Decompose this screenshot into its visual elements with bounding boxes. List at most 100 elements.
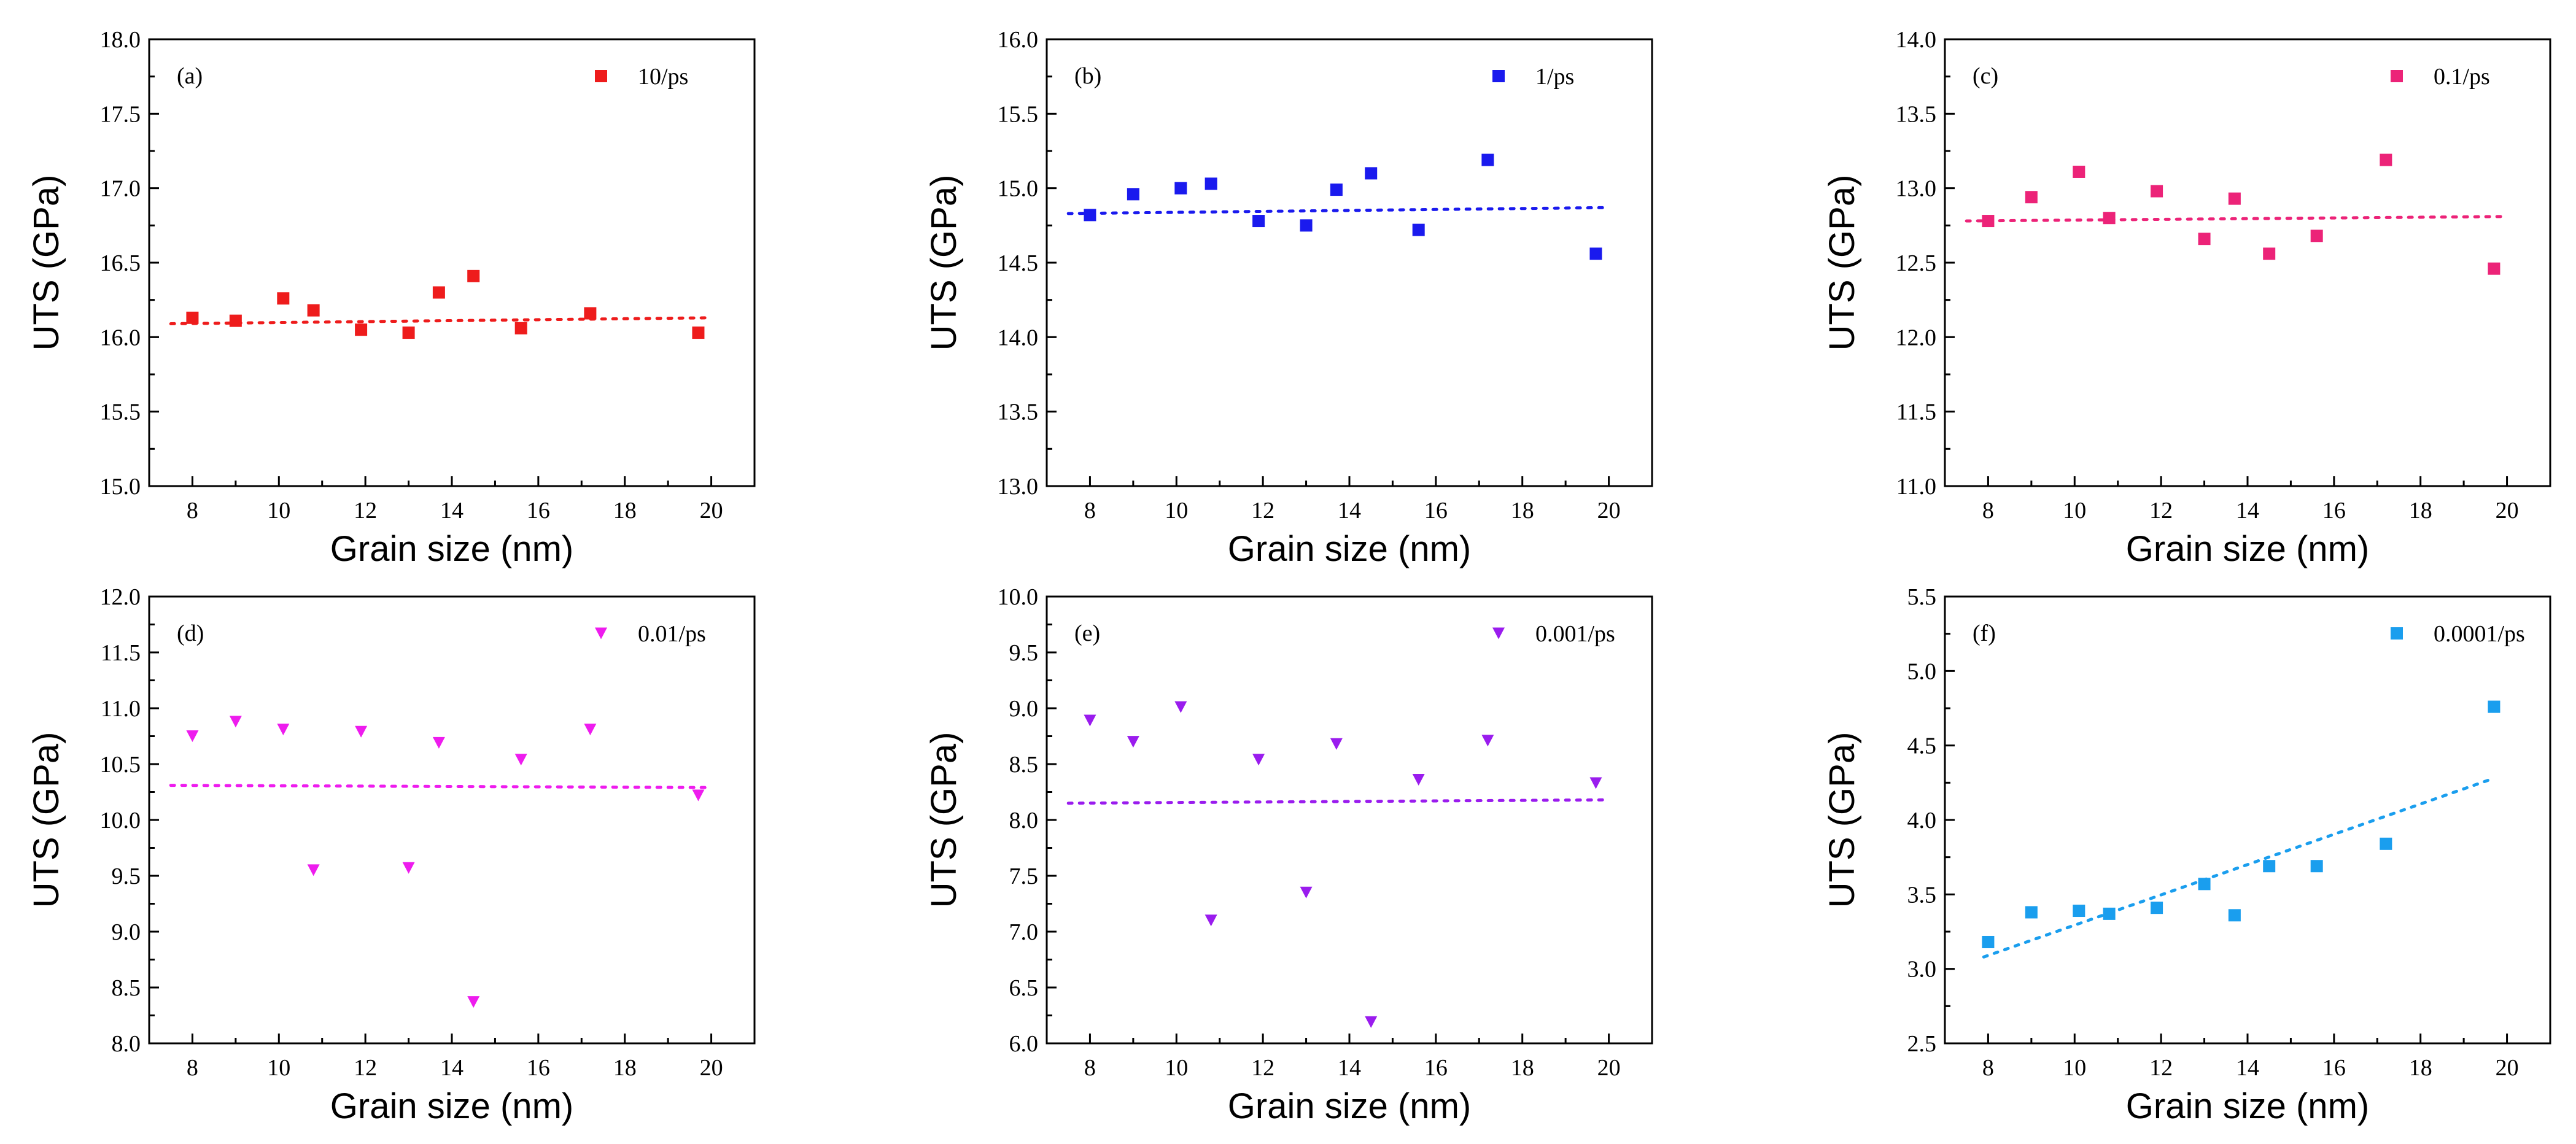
y-tick-label: 10.0 bbox=[998, 584, 1039, 610]
y-axis-title: UTS (GPa) bbox=[1822, 175, 1862, 351]
x-axis-title: Grain size (nm) bbox=[1228, 1086, 1471, 1126]
plot-frame bbox=[1944, 38, 2551, 487]
y-tick-label: 4.0 bbox=[1907, 808, 1937, 833]
y-tick-label: 10.5 bbox=[100, 752, 141, 778]
trend-line bbox=[1066, 206, 1611, 215]
legend-marker bbox=[2391, 70, 2403, 82]
data-point bbox=[2025, 191, 2038, 204]
data-point bbox=[229, 314, 242, 327]
y-tick-label: 9.0 bbox=[112, 919, 141, 945]
legend-label: 1/ps bbox=[1535, 64, 1574, 90]
data-point bbox=[432, 286, 445, 299]
data-point bbox=[1084, 209, 1096, 222]
x-tick-label: 8 bbox=[1084, 1055, 1096, 1081]
x-axis-title: Grain size (nm) bbox=[2126, 529, 2369, 569]
data-point bbox=[1330, 184, 1343, 196]
panel-label: (f) bbox=[1973, 620, 1996, 646]
x-tick-label: 12 bbox=[354, 1055, 377, 1081]
x-tick-label: 10 bbox=[1165, 498, 1188, 524]
data-point bbox=[514, 322, 527, 334]
x-tick-label: 20 bbox=[700, 498, 723, 524]
x-tick-label: 16 bbox=[1424, 1055, 1448, 1081]
x-tick-label: 20 bbox=[2496, 1055, 2519, 1081]
x-tick-label: 20 bbox=[700, 1055, 723, 1081]
y-tick-label: 16.5 bbox=[100, 250, 141, 276]
trend-line bbox=[1965, 215, 2509, 223]
data-point bbox=[1589, 247, 1602, 260]
legend: 0.0001/ps bbox=[2391, 621, 2525, 647]
data-point bbox=[2310, 860, 2323, 873]
x-tick-label: 14 bbox=[440, 1055, 464, 1081]
legend-label: 0.0001/ps bbox=[2434, 621, 2525, 647]
y-tick-label: 15.5 bbox=[100, 400, 141, 425]
x-tick-label: 12 bbox=[1251, 1055, 1274, 1081]
data-point bbox=[1365, 167, 1378, 180]
x-tick-label: 14 bbox=[2236, 498, 2259, 524]
y-tick-label: 18.0 bbox=[100, 27, 141, 53]
y-tick-label: 14.5 bbox=[998, 250, 1039, 276]
data-point bbox=[2488, 262, 2500, 275]
y-tick-label: 17.5 bbox=[100, 101, 141, 127]
legend-label: 10/ps bbox=[638, 64, 688, 90]
y-tick-label: 6.0 bbox=[1009, 1031, 1039, 1057]
trend-line bbox=[169, 784, 713, 789]
data-point bbox=[402, 862, 415, 874]
trend-line bbox=[1066, 798, 1611, 805]
data-point bbox=[2151, 902, 2163, 914]
y-tick-label: 13.5 bbox=[1896, 101, 1937, 127]
data-point bbox=[2263, 247, 2276, 260]
legend-label: 0.01/ps bbox=[638, 621, 706, 647]
y-tick-label: 11.5 bbox=[101, 640, 141, 666]
y-tick-label: 14.0 bbox=[998, 325, 1039, 350]
y-tick-label: 3.5 bbox=[1907, 882, 1937, 908]
data-point bbox=[1412, 223, 1425, 236]
panel-label: (a) bbox=[177, 63, 203, 89]
chart-panel-2: 8 10 12 14 16 18 20 11.0 11.5 12.0 12.5 13.0 13.5 14.… bbox=[1822, 27, 2551, 569]
data-point bbox=[355, 725, 368, 738]
data-point bbox=[2103, 212, 2116, 225]
data-point bbox=[1205, 177, 1217, 190]
data-point bbox=[402, 327, 415, 339]
data-point bbox=[277, 292, 290, 305]
x-tick-label: 14 bbox=[1338, 498, 1361, 524]
data-point bbox=[2073, 165, 2085, 178]
y-tick-label: 5.5 bbox=[1907, 584, 1937, 610]
y-axis-title: UTS (GPa) bbox=[26, 732, 66, 908]
x-tick-label: 14 bbox=[1338, 1055, 1361, 1081]
y-tick-label: 17.0 bbox=[100, 176, 141, 202]
y-tick-label: 11.5 bbox=[1896, 400, 1936, 425]
y-tick-label: 9.5 bbox=[1009, 640, 1039, 666]
y-tick-label: 15.0 bbox=[100, 474, 141, 500]
x-tick-label: 12 bbox=[2149, 498, 2173, 524]
data-point bbox=[1982, 215, 1995, 228]
legend-label: 0.001/ps bbox=[1535, 621, 1615, 647]
x-axis-title: Grain size (nm) bbox=[330, 1086, 573, 1126]
data-point bbox=[2198, 233, 2211, 245]
y-tick-label: 16.0 bbox=[100, 325, 141, 350]
y-tick-label: 5.0 bbox=[1907, 659, 1937, 684]
x-tick-label: 8 bbox=[1982, 498, 1994, 524]
data-point bbox=[1252, 215, 1265, 228]
y-tick-label: 11.0 bbox=[1896, 474, 1936, 500]
x-tick-label: 16 bbox=[527, 498, 550, 524]
data-point bbox=[277, 724, 290, 736]
data-point bbox=[584, 724, 597, 736]
data-point bbox=[2228, 909, 2241, 922]
x-tick-label: 18 bbox=[1511, 1055, 1534, 1081]
x-tick-label: 16 bbox=[1424, 498, 1448, 524]
data-point bbox=[432, 736, 445, 749]
y-tick-label: 11.0 bbox=[101, 696, 141, 722]
data-point bbox=[186, 311, 199, 324]
x-tick-label: 8 bbox=[1084, 498, 1096, 524]
y-axis-title: UTS (GPa) bbox=[924, 732, 964, 908]
data-point bbox=[1127, 736, 1139, 748]
legend: 1/ps bbox=[1492, 64, 1574, 90]
legend-marker bbox=[595, 627, 607, 640]
data-point bbox=[1252, 754, 1265, 766]
y-tick-label: 4.5 bbox=[1907, 733, 1937, 759]
y-tick-label: 12.0 bbox=[1896, 325, 1937, 350]
legend: 0.1/ps bbox=[2391, 64, 2490, 90]
y-tick-label: 13.0 bbox=[1896, 176, 1937, 202]
chart-panel-3: 8 10 12 14 16 18 20 8.0 8.5 9.0 9.5 10.0 10.5 11.0 11.… bbox=[26, 584, 756, 1126]
data-point bbox=[692, 327, 705, 339]
